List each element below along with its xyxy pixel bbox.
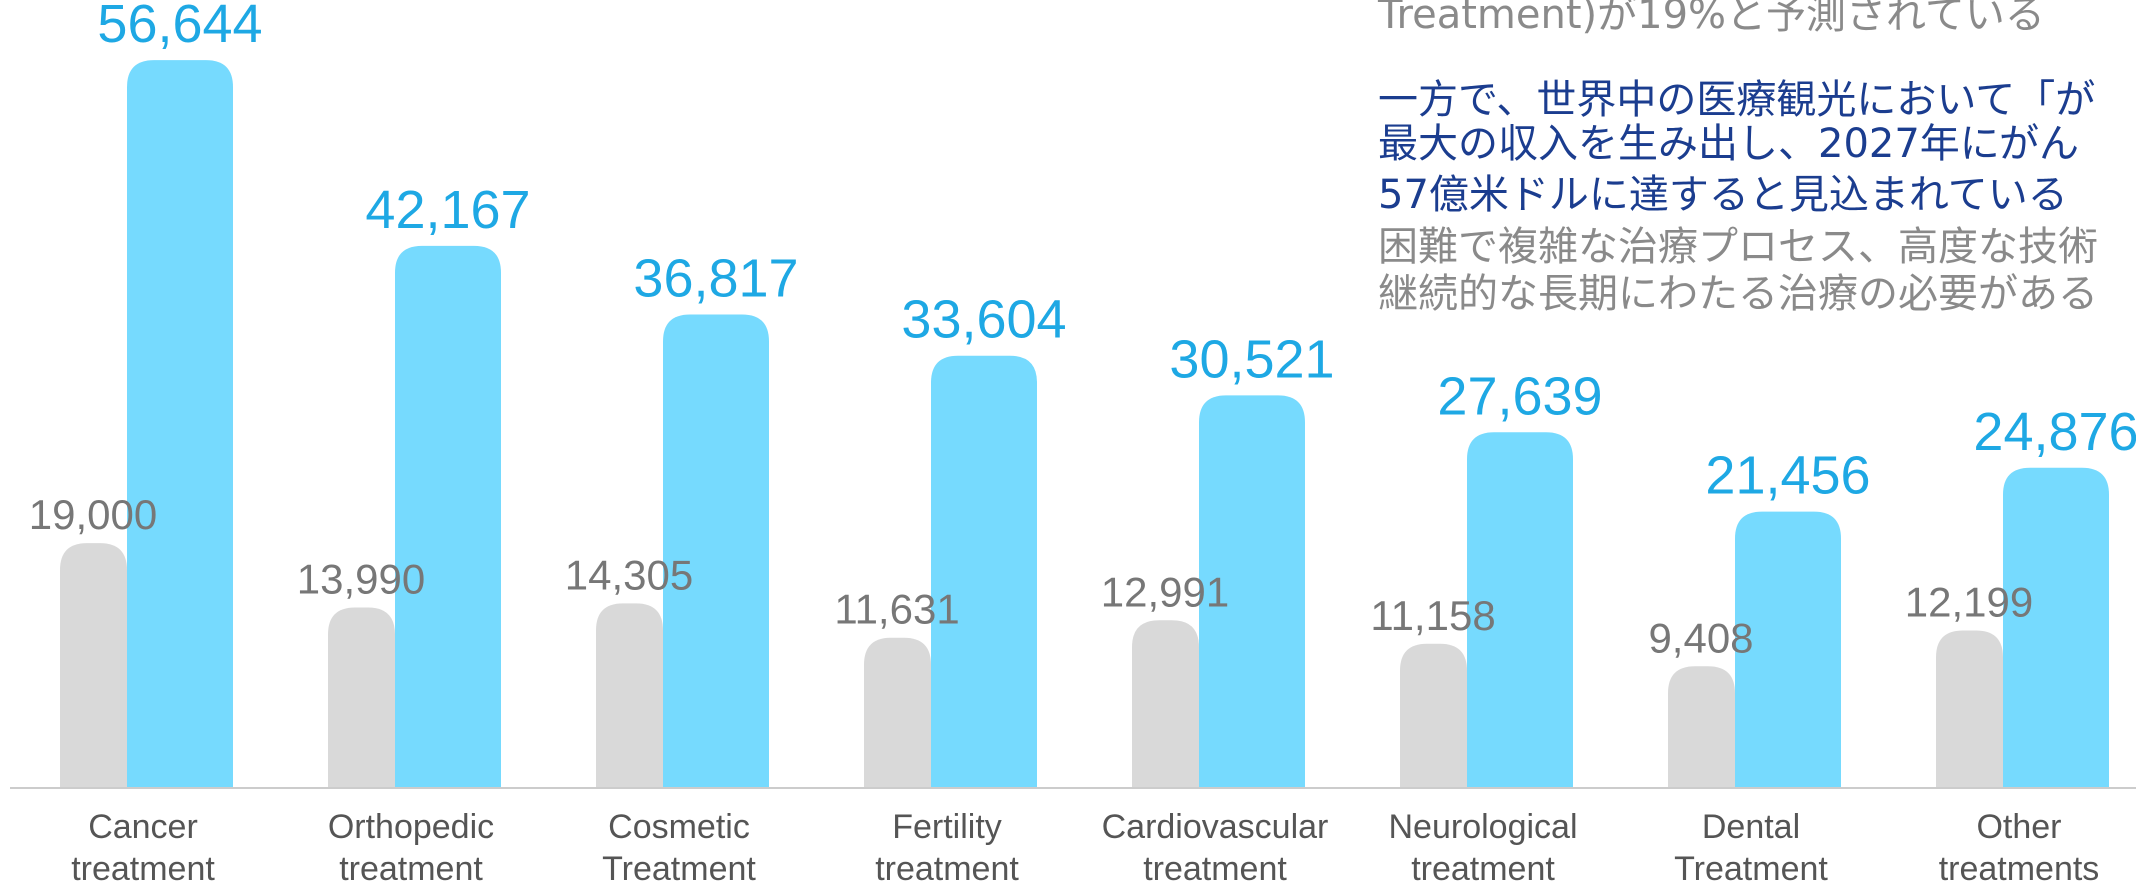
value-label: 19,000 [29,491,157,538]
bar [395,245,501,788]
bar [328,607,395,787]
bar [60,543,127,787]
value-label: 27,639 [1437,366,1602,426]
value-label: 12,199 [1905,578,2033,625]
value-label: 36,817 [633,249,798,309]
bar [1199,395,1305,787]
annotation: 一方で、世界中の医療観光において「が [1378,77,2095,123]
annotation: 継続的な長期にわたる治療の必要がある [1378,271,2098,317]
x-tick-label: Cancer treatment [71,808,215,888]
annotation: 57億米ドルに達すると見込まれている [1378,172,2068,218]
value-label: 9,408 [1648,614,1753,661]
bar [596,603,663,787]
x-tick-label: Fertility treatment [875,808,1019,888]
x-tick-label: Cosmetic Treatment [602,808,756,888]
bar [2003,467,2109,787]
value-label: 14,305 [565,551,693,598]
bar [1936,630,2003,787]
value-label: 30,521 [1169,329,1334,389]
bar [1467,432,1573,787]
bar [127,60,233,788]
x-tick-label: Orthopedic treatment [327,808,495,888]
annotation: 困難で複雑な治療プロセス、高度な技術 [1378,224,2098,270]
value-label: 21,456 [1705,446,1870,506]
annotation: 最大の収入を生み出し、2027年にがん [1378,121,2079,167]
bar [1400,643,1467,787]
annotation: Treatment)が19%と予測されている [1377,0,2045,38]
bar [1668,666,1735,787]
bar [864,637,931,787]
value-label: 12,991 [1101,568,1229,615]
x-tick-label: Neurological treatment [1388,808,1578,888]
bar [1132,620,1199,787]
value-label: 11,158 [1370,592,1495,639]
value-label: 11,631 [834,586,959,633]
value-label: 56,644 [97,0,262,54]
value-label: 13,990 [297,555,425,602]
value-label: 42,167 [365,180,530,240]
value-label: 24,876 [1973,402,2136,462]
bar [663,314,769,787]
bar [1735,511,1841,787]
bar [931,355,1037,787]
x-tick-label: Dental Treatment [1674,808,1828,888]
x-tick-label: Other treatments [1938,808,2100,888]
value-label: 33,604 [901,290,1066,350]
x-tick-label: Cardiovascular treatment [1101,808,1329,888]
